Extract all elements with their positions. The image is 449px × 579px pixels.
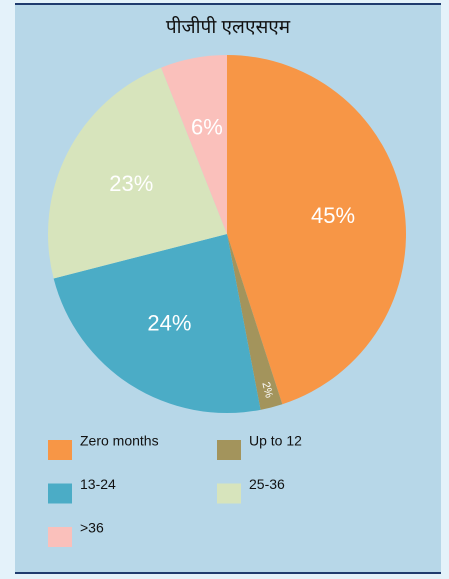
pie-slice — [161, 55, 227, 234]
data-label: 6% — [191, 114, 223, 139]
data-label: 45% — [311, 203, 355, 228]
legend-swatch — [217, 483, 241, 504]
legend-label: >36 — [80, 520, 104, 536]
legend-label: Zero months — [80, 433, 159, 449]
pie-slice — [227, 55, 406, 405]
legend-label: 13-24 — [80, 476, 116, 492]
data-label: 24% — [147, 310, 191, 335]
legend-label: Up to 12 — [249, 433, 302, 449]
chart-title: पीजीपी एलएसएम — [166, 15, 291, 38]
legend-swatch — [48, 440, 72, 460]
legend-swatch — [48, 527, 72, 547]
legend-swatch — [48, 483, 72, 504]
pie-slice — [227, 234, 283, 410]
pie-slice — [47, 67, 227, 279]
legend-label: 25-36 — [249, 476, 285, 492]
pie-slice — [53, 234, 261, 413]
data-label: 23% — [109, 171, 153, 196]
data-label: 2% — [259, 381, 275, 400]
legend-swatch — [217, 440, 241, 460]
